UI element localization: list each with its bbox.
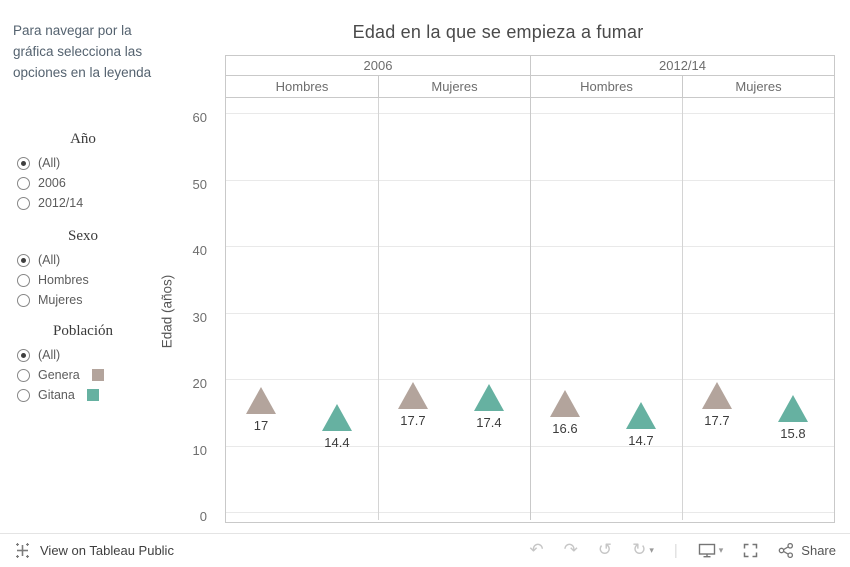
mark-label: 14.4 [324, 435, 350, 451]
replay-icon[interactable]: ↺ [597, 540, 613, 560]
radio-label: (All) [38, 156, 61, 170]
panel-divider [682, 98, 683, 520]
radio-ano-2006[interactable]: 2006 [13, 173, 203, 193]
panel-2006-hombres: 17 14.4 [226, 98, 378, 520]
mark-label: 17.7 [400, 413, 426, 429]
radio-icon [17, 273, 30, 287]
tableau-logo-icon [16, 543, 29, 558]
y-tick-label: 20 [192, 376, 207, 391]
undo-icon[interactable]: ↶ [529, 540, 544, 560]
radio-label: Hombres [38, 273, 89, 287]
radio-icon [17, 388, 30, 402]
y-tick-label: 30 [192, 309, 207, 325]
radio-poblacion-all[interactable]: (All) [13, 345, 203, 365]
column-header-mujeres-2006: Mujeres [378, 76, 530, 97]
y-tick-label: 10 [192, 442, 207, 458]
refresh-icon: ↻ [632, 540, 647, 560]
toolbar-actions: ↶ ↷ ↺ ↻ ▾ | ▾ [529, 540, 836, 560]
column-group-2012-14: 2012/14 [530, 56, 834, 75]
chevron-down-icon: ▾ [718, 545, 724, 556]
y-tick-label: 60 [192, 110, 207, 125]
radio-poblacion-genera[interactable]: Genera [13, 365, 203, 385]
radio-label: Gitana [38, 388, 75, 402]
radio-sexo-mujeres[interactable]: Mujeres [13, 290, 203, 310]
y-axis: 0 10 20 30 40 50 60 [155, 100, 217, 524]
y-tick-label: 50 [192, 176, 207, 192]
radio-poblacion-gitana[interactable]: Gitana [13, 385, 203, 405]
radio-icon [17, 176, 30, 190]
chart-title: Edad en la que se empieza a fumar [352, 22, 644, 42]
plot-area: 17 14.4 17.7 17.4 16.6 [226, 98, 834, 520]
radio-label: Mujeres [38, 293, 83, 307]
panel-2012-14-hombres: 16.6 14.7 [530, 98, 682, 520]
monitor-icon [698, 543, 715, 558]
radio-ano-2012-14[interactable]: 2012/14 [13, 193, 203, 213]
chevron-down-icon: ▾ [649, 545, 654, 556]
mark-label: 14.7 [628, 433, 654, 449]
radio-icon [17, 348, 30, 362]
filter-poblacion: Población (All) Genera Gitana [13, 323, 203, 405]
triangle-marker-icon [321, 404, 352, 432]
column-header-hombres-2012-14: Hombres [530, 76, 682, 97]
panel-2012-14-mujeres: 17.7 15.8 [682, 98, 834, 520]
column-header-mujeres-2012-14: Mujeres [682, 76, 834, 97]
triangle-marker-icon [397, 382, 428, 410]
radio-icon [17, 293, 30, 307]
legend-swatch-gitana [86, 389, 99, 401]
fullscreen-button[interactable] [743, 543, 758, 558]
filter-sexo: Sexo (All) Hombres Mujeres [13, 228, 203, 310]
share-label: Share [801, 543, 836, 558]
refresh-button[interactable]: ↻ ▾ [632, 542, 654, 559]
y-tick-label: 0 [199, 509, 207, 524]
radio-icon [17, 368, 30, 382]
radio-label: 2006 [38, 176, 66, 190]
toolbar-divider: | [673, 542, 678, 559]
y-tick-label: 40 [192, 243, 207, 258]
group-divider [530, 98, 531, 520]
tableau-toolbar: View on Tableau Public ↶ ↷ ↺ ↻ ▾ | ▾ [0, 533, 850, 567]
mark-label: 17.4 [476, 415, 502, 431]
triangle-marker-icon [625, 402, 656, 430]
radio-label: Genera [38, 368, 80, 382]
radio-icon [17, 253, 30, 267]
share-icon [778, 543, 794, 558]
column-header-row: Hombres Mujeres Hombres Mujeres [226, 76, 834, 98]
column-header-hombres-2006: Hombres [275, 79, 329, 94]
mark-label: 17.7 [704, 413, 730, 429]
radio-ano-all[interactable]: (All) [13, 153, 203, 173]
legend-swatch-genera [91, 369, 104, 381]
device-layout-button[interactable]: ▾ [698, 543, 724, 558]
radio-label: 2012/14 [38, 196, 84, 210]
radio-icon [17, 156, 30, 170]
instructions-text: Para navegar por la gráfica selecciona l… [13, 23, 152, 80]
view-on-tableau-label: View on Tableau Public [40, 543, 174, 558]
triangle-marker-icon [473, 384, 504, 412]
filter-ano-title: Año [70, 131, 96, 147]
radio-sexo-all[interactable]: (All) [13, 250, 203, 270]
column-group-header-row: 2006 2012/14 [226, 56, 834, 76]
redo-icon[interactable]: ↷ [563, 540, 578, 560]
mark-label: 17 [253, 417, 269, 433]
triangle-marker-icon [777, 394, 808, 422]
share-button[interactable]: Share [778, 543, 836, 558]
radio-label: (All) [38, 348, 61, 362]
radio-icon [17, 196, 30, 210]
mark-label: 15.8 [780, 425, 806, 441]
filter-ano: Año (All) 2006 2012/14 [13, 131, 203, 213]
filter-sexo-title: Sexo [68, 228, 98, 244]
radio-label: (All) [38, 253, 61, 267]
triangle-marker-icon [245, 386, 276, 414]
triangle-marker-icon [549, 389, 580, 417]
filter-poblacion-title: Población [53, 323, 113, 339]
column-group-2006: 2006 [363, 58, 393, 73]
radio-sexo-hombres[interactable]: Hombres [13, 270, 203, 290]
panel-2006-mujeres: 17.7 17.4 [378, 98, 530, 520]
chart-frame: 2006 2012/14 Hombres Mujeres Hombres Muj… [225, 55, 835, 523]
panel-divider [378, 98, 379, 520]
triangle-marker-icon [701, 382, 732, 410]
view-on-tableau-link[interactable]: View on Tableau Public [14, 542, 174, 559]
mark-label: 16.6 [552, 420, 578, 436]
fullscreen-icon [744, 543, 758, 558]
